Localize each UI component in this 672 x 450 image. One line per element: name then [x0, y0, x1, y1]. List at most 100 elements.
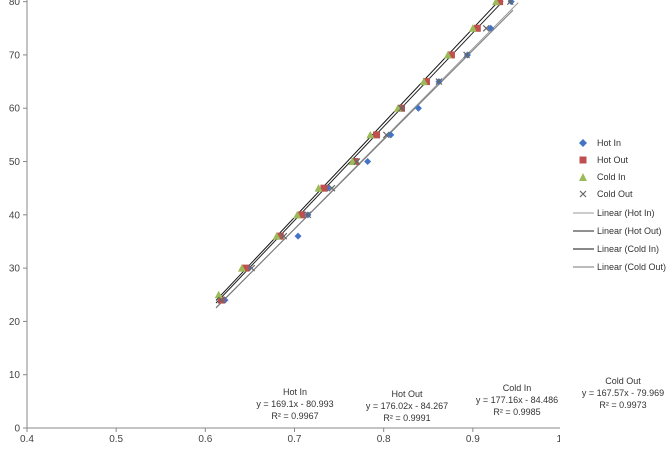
hot-out-point [422, 78, 430, 86]
cold-in-point [468, 24, 477, 32]
x-tick-label: 0.8 [377, 434, 391, 445]
cold-in-point [214, 290, 223, 299]
hot-out-point [276, 232, 284, 240]
x-tick-label: 0.9 [466, 434, 480, 445]
legend-item-linear-hot-in: Linear (Hot In) [572, 206, 672, 220]
hot-out-point [241, 264, 249, 272]
legend-label: Linear (Hot Out) [597, 226, 662, 236]
legend-label: Linear (Cold Out) [597, 262, 667, 272]
legend-label: Hot In [597, 138, 622, 148]
trendline-2 [215, 0, 504, 304]
equation-title: Cold Out [605, 376, 641, 386]
equation-r-squared: R² = 0.9985 [493, 407, 541, 417]
y-tick-label: 40 [9, 210, 21, 221]
cold-out-point [435, 78, 443, 86]
diamond-marker-icon [579, 139, 587, 147]
legend-item-linear-cold-out: Linear (Cold Out) [572, 260, 672, 274]
x-tick-label: 1 [556, 434, 560, 445]
cold-out-point [398, 104, 405, 112]
x-tick-label: 0.4 [20, 434, 34, 445]
equation-hot-in: Hot In y = 169.1x - 80.993 R² = 0.9967 [250, 386, 340, 422]
equation-cold-out: Cold Out y = 167.57x - 79.969 R² = 0.997… [578, 375, 668, 411]
data-points [214, 0, 515, 304]
equation-title: Hot Out [391, 389, 423, 399]
legend-label: Cold Out [597, 189, 633, 199]
cold-out-point [304, 211, 312, 219]
x-tick-label: 0.6 [198, 434, 212, 445]
legend-item-linear-cold-in: Linear (Cold In) [572, 242, 672, 256]
equation-r-squared: R² = 0.9973 [599, 400, 647, 410]
trendline-3 [215, 1, 499, 301]
trendlines [215, 0, 519, 309]
equation-title: Hot In [282, 387, 307, 397]
legend-item-hot-in: Hot In [572, 136, 672, 150]
trendline-4 [215, 9, 514, 308]
y-tick-label: 60 [9, 104, 21, 115]
line-marker-icon [573, 230, 594, 232]
legend-item-cold-in: Cold In [572, 170, 672, 184]
hot-out-point [496, 0, 504, 6]
hot-in-point [463, 51, 471, 59]
cold-out-point [280, 232, 288, 240]
cold-in-point [237, 264, 246, 272]
hot-out-point [320, 184, 328, 192]
equation-cold-in: Cold In y = 177.16x - 84.486 R² = 0.9985 [472, 382, 562, 418]
hot-out-point [373, 131, 381, 139]
line-marker-icon [573, 266, 594, 268]
legend-item-hot-out: Hot Out [572, 153, 672, 167]
equation-formula: y = 176.02x - 84.267 [365, 401, 449, 411]
y-tick-label: 80 [9, 0, 21, 8]
x-marker-icon [579, 190, 587, 198]
hot-out-point [447, 51, 455, 59]
y-tick-label: 10 [9, 370, 21, 381]
y-tick-label: 50 [9, 157, 21, 168]
x-tick-label: 0.7 [288, 434, 302, 445]
equation-formula: y = 177.16x - 84.486 [475, 395, 559, 405]
equation-title: Cold In [502, 383, 532, 393]
hot-in-point [294, 232, 302, 240]
cold-in-point [272, 232, 281, 240]
cold-out-point [217, 296, 225, 304]
cold-in-point [492, 0, 501, 6]
line-marker-icon [573, 248, 594, 250]
equation-r-squared: R² = 0.9967 [271, 411, 319, 421]
legend-item-cold-out: Cold Out [572, 187, 672, 201]
legend-item-linear-hot-out: Linear (Hot Out) [572, 224, 672, 238]
y-tick-label: 30 [9, 264, 21, 275]
cold-in-point [314, 184, 323, 192]
hot-in-point [387, 131, 395, 139]
cold-out-point [482, 24, 490, 32]
legend-label: Linear (Cold In) [597, 244, 660, 254]
y-tick-label: 70 [9, 50, 21, 61]
y-tick-label: 0 [14, 424, 20, 435]
hot-in-point [364, 158, 372, 166]
axes [26, 0, 560, 429]
legend-label: Hot Out [597, 155, 629, 165]
cold-in-point [443, 50, 452, 59]
hot-in-point [487, 24, 495, 32]
equation-formula: y = 169.1x - 80.993 [256, 399, 334, 409]
y-tick-label: 20 [9, 317, 21, 328]
cold-in-point [366, 130, 375, 139]
cold-out-point [463, 51, 471, 59]
x-tick-label: 0.5 [109, 434, 123, 445]
cold-in-point [293, 210, 302, 219]
cold-out-point [248, 264, 256, 272]
triangle-marker-icon [579, 173, 587, 181]
cold-out-point [506, 0, 514, 6]
cold-out-point [382, 131, 390, 139]
equation-formula: y = 167.57x - 79.969 [581, 388, 665, 398]
cold-out-point [328, 184, 336, 192]
equation-hot-out: Hot Out y = 176.02x - 84.267 R² = 0.9991 [362, 388, 452, 424]
hot-out-point [351, 158, 359, 166]
hot-out-point [298, 211, 306, 219]
hot-in-point [414, 104, 422, 112]
legend-label: Linear (Hot In) [597, 208, 655, 218]
line-marker-icon [573, 212, 594, 214]
cold-out-point [353, 158, 361, 165]
legend-label: Cold In [597, 172, 626, 182]
cold-in-point [419, 77, 428, 86]
square-marker-icon [579, 156, 587, 164]
